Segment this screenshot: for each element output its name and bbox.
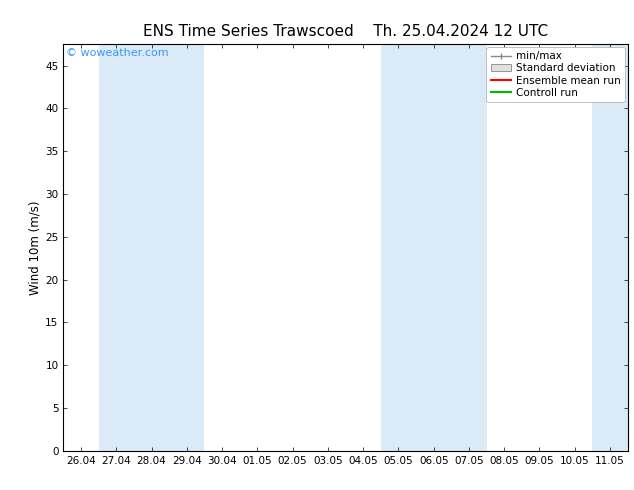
Text: © woweather.com: © woweather.com — [66, 48, 169, 58]
Y-axis label: Wind 10m (m/s): Wind 10m (m/s) — [28, 200, 41, 294]
Title: ENS Time Series Trawscoed    Th. 25.04.2024 12 UTC: ENS Time Series Trawscoed Th. 25.04.2024… — [143, 24, 548, 39]
Bar — [381, 44, 487, 451]
Bar — [592, 44, 628, 451]
Legend: min/max, Standard deviation, Ensemble mean run, Controll run: min/max, Standard deviation, Ensemble me… — [486, 47, 624, 102]
Bar — [99, 44, 205, 451]
